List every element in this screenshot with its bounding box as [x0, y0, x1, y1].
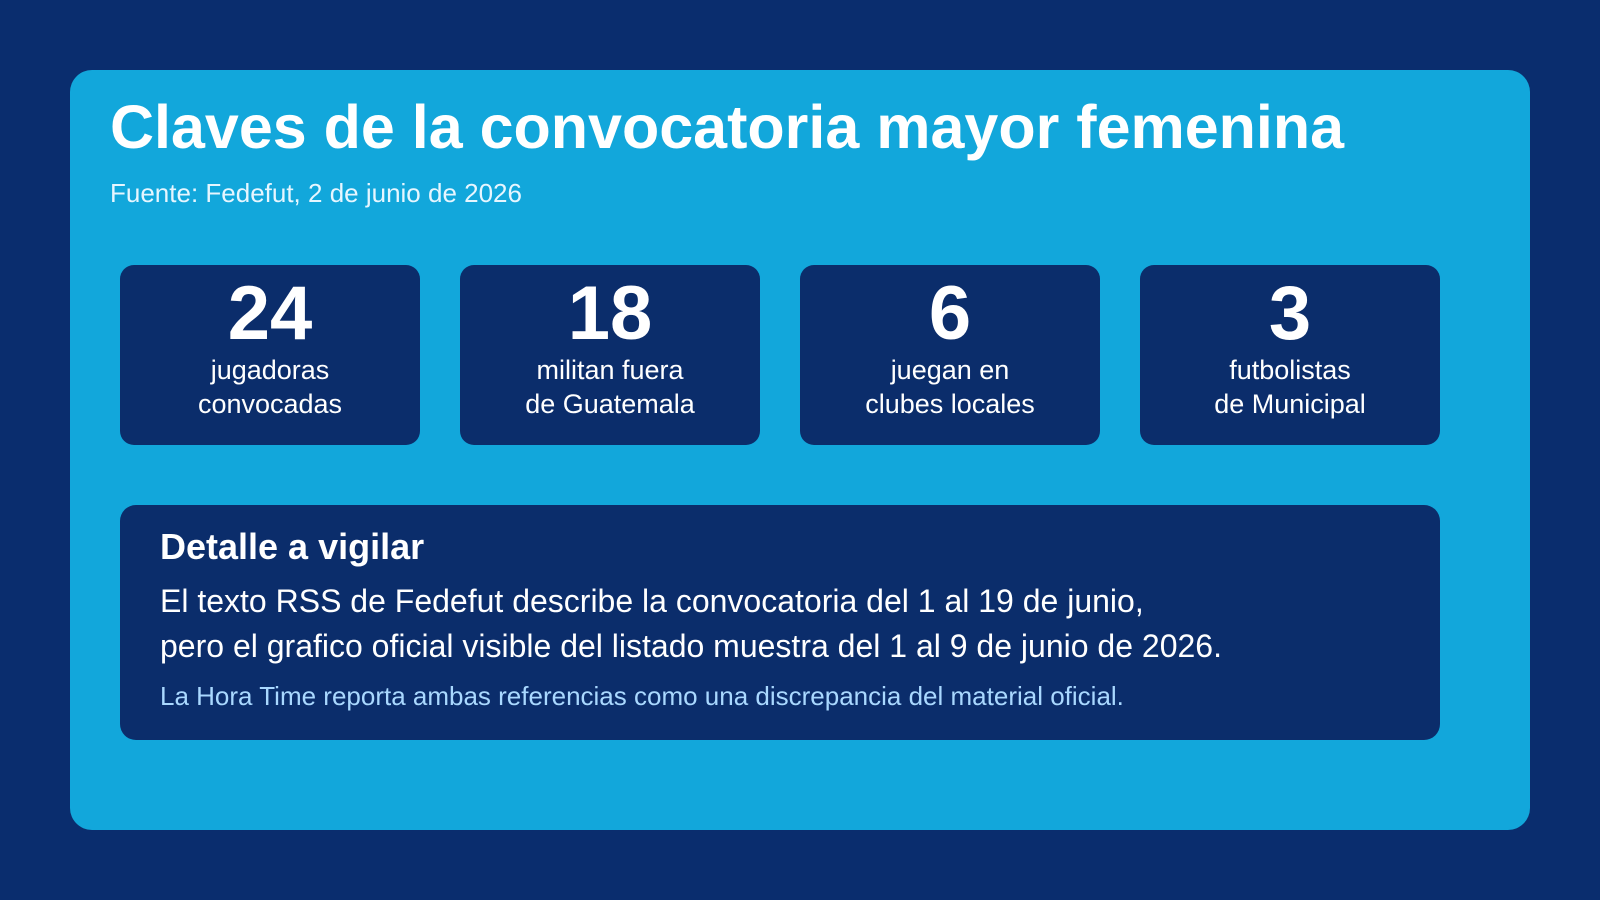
stat-card: 24 jugadoras convocadas: [120, 265, 420, 445]
stat-value: 18: [567, 271, 653, 356]
stat-label: clubes locales: [865, 389, 1035, 419]
stat-label: de Guatemala: [525, 389, 695, 419]
main-panel: Claves de la convocatoria mayor femenina…: [70, 70, 1530, 830]
stat-label: juegan en: [890, 355, 1010, 385]
stat-card: 3 futbolistas de Municipal: [1140, 265, 1440, 445]
detail-text: El texto RSS de Fedefut describe la conv…: [160, 583, 1144, 619]
stat-value: 24: [227, 271, 313, 356]
detail-title: Detalle a vigilar: [160, 526, 425, 567]
stat-card: 6 juegan en clubes locales: [800, 265, 1100, 445]
stat-row: 24 jugadoras convocadas 18 militan fuera de G…: [120, 265, 1440, 445]
detail-box: Detalle a vigilar El texto RSS de Fedefu…: [120, 505, 1440, 740]
stat-value: 3: [1268, 271, 1312, 356]
stat-label: jugadoras: [210, 355, 330, 385]
source: Fuente: Fedefut, 2 de junio de 2026: [110, 178, 522, 208]
title: Claves de la convocatoria mayor femenina: [110, 93, 1345, 161]
stat-card: 18 militan fuera de Guatemala: [460, 265, 760, 445]
detail-text: pero el grafico oficial visible del list…: [160, 628, 1222, 664]
stat-value: 6: [928, 271, 972, 356]
stat-label: de Municipal: [1214, 389, 1366, 419]
stat-label: militan fuera: [536, 355, 684, 385]
detail-body: El texto RSS de Fedefut describe la conv…: [160, 579, 1400, 669]
stat-label: convocadas: [197, 389, 343, 419]
stat-label: futbolistas: [1229, 355, 1351, 385]
detail-note: La Hora Time reporta ambas referencias c…: [160, 681, 1124, 711]
